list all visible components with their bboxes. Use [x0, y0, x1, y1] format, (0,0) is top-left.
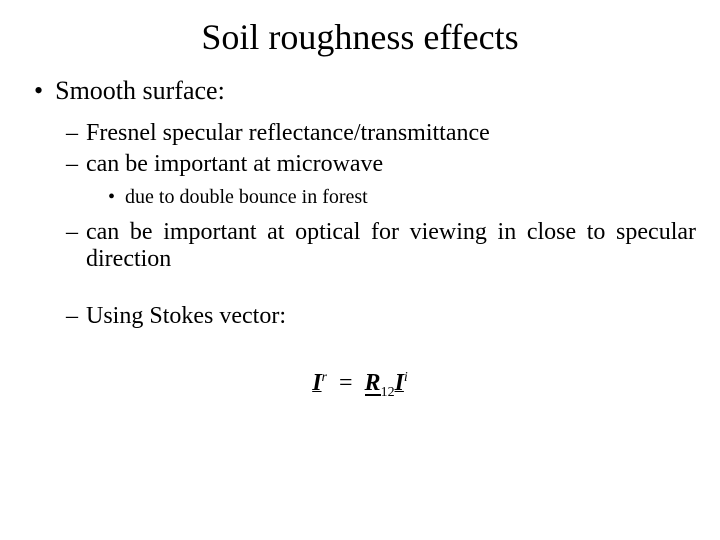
formula-left-sup: r [322, 370, 327, 385]
formula-right-sup: i [404, 370, 408, 385]
level2-text: Using Stokes vector: [86, 303, 696, 330]
dash-icon: – [66, 120, 78, 147]
dash-icon: – [66, 219, 78, 273]
bullet-dot-icon: • [108, 186, 115, 209]
equals-sign: = [339, 370, 353, 396]
bullet-level3-item1: • due to double bounce in forest [108, 186, 696, 209]
formula-matrix-sub: 12 [381, 385, 395, 400]
stokes-formula: Ir = R12Ii [24, 370, 696, 401]
level2-text: Fresnel specular reflectance/transmittan… [86, 120, 696, 147]
bullet-level2-item1: – Fresnel specular reflectance/transmitt… [66, 120, 696, 147]
slide-title: Soil roughness effects [24, 16, 696, 58]
formula-matrix: R [365, 370, 381, 397]
dash-icon: – [66, 151, 78, 178]
bullet-level2-item3: – can be important at optical for viewin… [66, 219, 696, 273]
bullet-level1: • Smooth surface: [24, 76, 696, 106]
formula-right-var: I [395, 370, 404, 396]
dash-icon: – [66, 303, 78, 330]
formula-left-var: I [312, 370, 321, 396]
bullet-level2-item2: – can be important at microwave [66, 151, 696, 178]
bullet-dot-icon: • [34, 76, 43, 106]
level2-text: can be important at microwave [86, 151, 696, 178]
level3-text: due to double bounce in forest [125, 186, 368, 209]
level1-text: Smooth surface: [55, 76, 225, 106]
bullet-level2-item4: – Using Stokes vector: [66, 303, 696, 330]
level2-text: can be important at optical for viewing … [86, 219, 696, 273]
